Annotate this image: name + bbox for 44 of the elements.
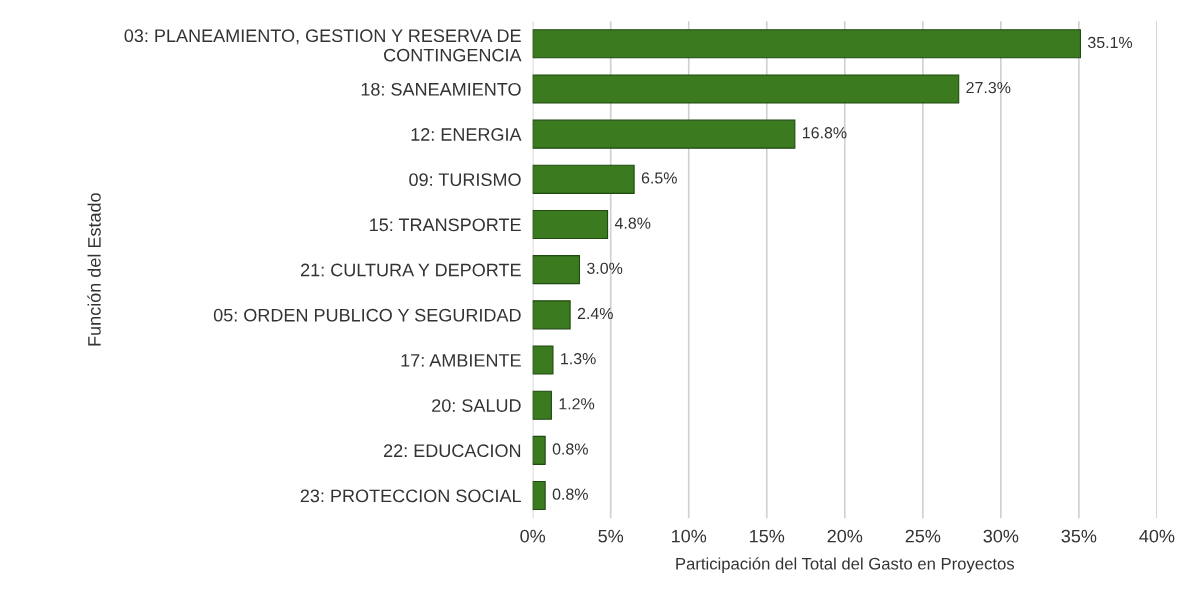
y-tick-label: 23: PROTECCION SOCIAL: [300, 489, 521, 503]
x-tick-label: 25%: [905, 529, 941, 543]
y-tick-label: 15: TRANSPORTE: [370, 218, 521, 232]
y-tick-label: 18: SANEAMIENTO: [361, 82, 521, 96]
bar: [532, 300, 571, 330]
bar: [532, 119, 796, 149]
bar: [532, 435, 546, 465]
bar: [532, 74, 960, 104]
bar: [532, 29, 1081, 59]
bar: [532, 390, 552, 420]
y-axis-title: Función del Estado: [87, 193, 101, 346]
data-label: 4.8%: [614, 217, 651, 229]
x-tick-label: 20%: [827, 529, 863, 543]
data-label: 35.1%: [1087, 36, 1133, 49]
x-tick-label: 35%: [1061, 529, 1097, 543]
data-label: 1.2%: [559, 398, 595, 410]
y-tick-label: 22: EDUCACION: [384, 444, 521, 458]
data-label: 27.3%: [966, 81, 1011, 94]
bar: [532, 345, 554, 375]
y-tick-label: 17: AMBIENTE: [401, 354, 521, 367]
x-axis-title: Participación del Total del Gasto en Proyectos: [676, 557, 1015, 573]
data-label: 2.4%: [577, 307, 613, 320]
x-tick-label: 40%: [1139, 529, 1175, 543]
data-label: 6.5%: [641, 172, 677, 184]
y-tick-label: 05: ORDEN PUBLICO Y SEGURIDAD: [213, 308, 521, 322]
y-tick-label: 09: TURISMO: [409, 173, 521, 187]
y-tick-label: 03: PLANEAMIENTO, GESTION Y RESERVA DE CONTINGENCIA: [124, 29, 522, 62]
data-label: 1.3%: [561, 353, 596, 365]
data-label: 3.0%: [587, 262, 623, 274]
data-label: 16.8%: [803, 127, 847, 139]
x-tick-label: 0%: [520, 529, 546, 543]
x-tick-label: 30%: [983, 529, 1019, 543]
bar: [532, 255, 581, 285]
bar: [532, 480, 546, 511]
x-tick-label: 5%: [598, 529, 624, 543]
bar: [532, 209, 609, 240]
x-tick-label: 15%: [750, 529, 785, 543]
y-tick-label: 20: SALUD: [432, 399, 521, 412]
x-tick-label: 10%: [672, 529, 707, 543]
bar: [532, 164, 635, 194]
y-tick-label: 12: ENERGIA: [411, 128, 522, 141]
y-tick-label: 21: CULTURA Y DEPORTE: [301, 263, 521, 277]
data-label: 0.8%: [552, 488, 588, 500]
data-label: 0.8%: [552, 443, 588, 455]
